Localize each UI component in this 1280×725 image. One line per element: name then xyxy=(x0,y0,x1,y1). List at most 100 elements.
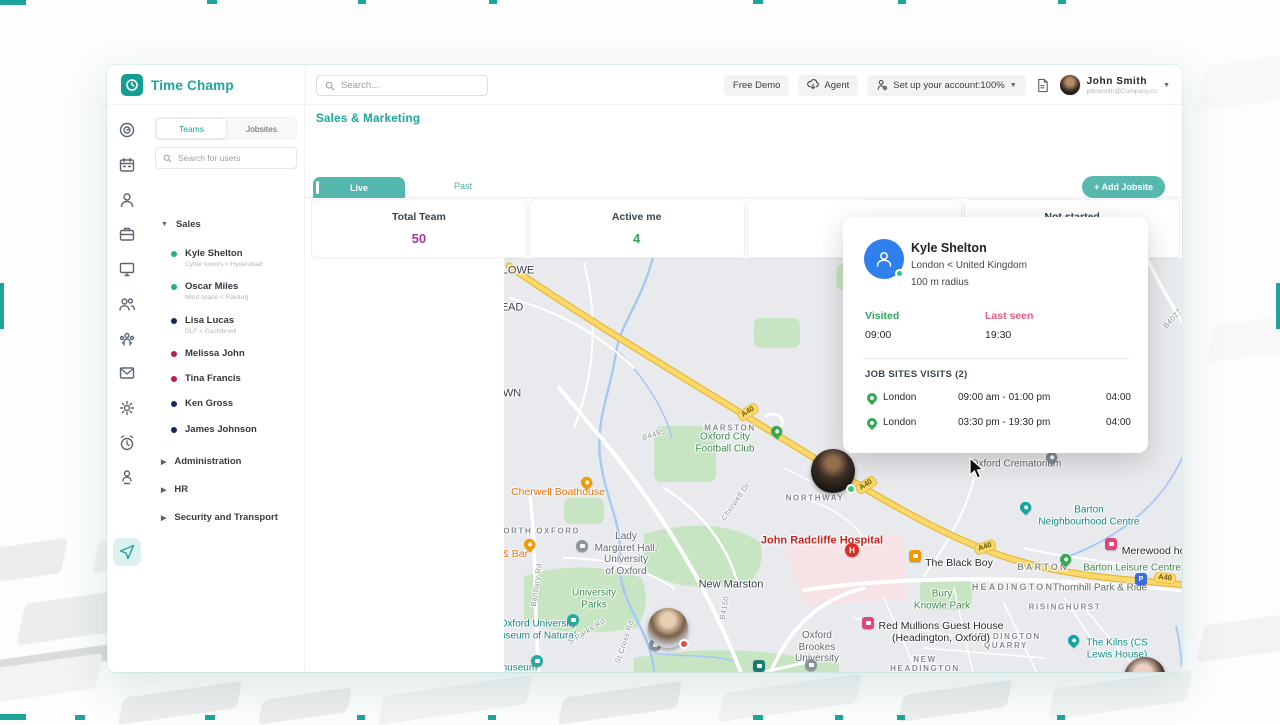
brand-name: Time Champ xyxy=(151,77,234,93)
status-dot xyxy=(171,318,177,324)
avatar xyxy=(1058,74,1081,96)
brand-logo[interactable]: Time Champ xyxy=(121,74,234,96)
user-email: johnsmith@Company.co xyxy=(1086,87,1158,95)
tab-live[interactable]: Live xyxy=(313,177,405,198)
popup-person-name: Kyle Shelton xyxy=(911,241,987,255)
map-person-marker[interactable] xyxy=(648,608,689,649)
offline-status-dot xyxy=(679,639,689,649)
chevron-down-icon: ▼ xyxy=(161,221,168,228)
setup-account-button[interactable]: Set up your account:100% ▼ xyxy=(867,74,1026,96)
job-site-visit-row[interactable]: London 03:30 pm - 19:30 pm 04:00 xyxy=(864,415,1131,432)
map-label: A40 xyxy=(1153,571,1177,585)
user-search-input[interactable]: Search for users xyxy=(155,147,297,169)
chevron-down-icon: ▼ xyxy=(1009,81,1017,89)
status-dot xyxy=(171,251,177,257)
map-label: MARSTON xyxy=(704,423,756,433)
map-pin-orange[interactable] xyxy=(521,536,541,557)
search-icon xyxy=(325,81,335,91)
calendar-icon[interactable] xyxy=(118,156,136,174)
map-label: EAD xyxy=(504,301,524,314)
map-label: St Cross Rd xyxy=(613,619,636,665)
map-label: A40 xyxy=(853,474,879,496)
map-pin-hotel[interactable] xyxy=(862,617,880,635)
map-label: Banbury Rd xyxy=(528,562,544,608)
settings-icon[interactable] xyxy=(118,399,136,417)
alarm-clock-icon[interactable] xyxy=(118,434,136,452)
free-demo-button[interactable]: Free Demo xyxy=(723,74,790,96)
map-label: B4150 xyxy=(717,595,731,621)
map-label: HEADINGTON xyxy=(971,581,1055,592)
map-label: Cherwell Boathouse xyxy=(511,485,605,498)
brand-logo-icon xyxy=(121,74,143,96)
user-icon[interactable] xyxy=(118,191,136,209)
add-jobsite-button[interactable]: + Add Jobsite xyxy=(1082,176,1165,198)
map-label: Merewood house . xyxy=(1121,544,1182,557)
active-nav-highlight xyxy=(113,538,141,566)
map-label: A40 xyxy=(735,401,761,423)
mouse-cursor xyxy=(969,457,985,479)
app-header: Time Champ Search... Free Demo Agent Set… xyxy=(107,65,1182,105)
map-pin-tealc[interactable] xyxy=(531,655,549,672)
monitor-icon[interactable] xyxy=(118,260,136,278)
team-member-row[interactable]: Oscar Miles Mind space < Raidurg xyxy=(171,281,248,301)
map-pin-bldg[interactable] xyxy=(753,660,771,672)
map-pin-grad[interactable] xyxy=(576,540,594,558)
map-pin-green[interactable] xyxy=(1057,551,1077,572)
map-pin-parkride[interactable]: P xyxy=(1135,573,1153,591)
map-pin-hotel[interactable] xyxy=(1105,538,1123,556)
briefcase-icon[interactable] xyxy=(118,225,136,243)
job-sites-title: JOB SITES VISITS (2) xyxy=(865,369,968,380)
map-pin-teal[interactable] xyxy=(1065,632,1085,653)
team-member-row[interactable]: Lisa Lucas DLF < Gachibowli xyxy=(171,315,236,335)
users-icon[interactable] xyxy=(118,295,136,313)
chevron-right-icon: ▶ xyxy=(161,514,167,522)
person-pin-icon[interactable] xyxy=(118,468,136,486)
user-menu[interactable]: John Smith johnsmith@Company.co ▼ xyxy=(1058,74,1170,96)
job-site-visit-row[interactable]: London 09:00 am - 01:00 pm 04:00 xyxy=(864,390,1131,407)
map-pin-teal[interactable] xyxy=(1017,499,1037,520)
map-pin-hosp[interactable]: H xyxy=(845,543,866,564)
map-person-marker-kyle[interactable] xyxy=(811,449,856,494)
map-label: The Kilns (CS Lewis House) xyxy=(1086,637,1148,661)
map-person-marker[interactable] xyxy=(1124,657,1166,672)
panel-tabs: Teams Jobsites xyxy=(155,117,297,140)
group-sales[interactable]: ▼ Sales xyxy=(161,219,201,230)
chevron-down-icon: ▼ xyxy=(1163,81,1170,89)
map-label: Oxford Crematorium xyxy=(970,458,1062,470)
team-icon[interactable] xyxy=(118,330,136,348)
team-member-row[interactable]: James Johnson xyxy=(171,424,257,435)
document-icon[interactable] xyxy=(1035,78,1050,93)
map-label: Bury Knowle Park xyxy=(913,588,971,612)
team-member-row[interactable]: Ken Gross xyxy=(171,398,233,409)
location-nav-icon[interactable] xyxy=(118,543,136,561)
teams-panel: Teams Jobsites Search for users ▼ Sales … xyxy=(147,105,305,672)
status-dot xyxy=(171,401,177,407)
mail-icon[interactable] xyxy=(118,364,136,382)
map-pin-gray[interactable] xyxy=(1043,449,1063,470)
dashboard-icon[interactable] xyxy=(118,121,136,139)
agent-download-button[interactable]: Agent xyxy=(798,74,859,96)
map-pin-tealc[interactable] xyxy=(567,614,585,632)
map-pin-orange[interactable] xyxy=(578,474,598,495)
search-placeholder: Search... xyxy=(341,80,380,91)
map-label: A40 xyxy=(973,538,997,556)
map-label: Barton Leisure Centre xyxy=(1083,562,1181,574)
map-pin-grad[interactable] xyxy=(805,659,823,672)
group-hr[interactable]: ▶ HR xyxy=(161,484,189,495)
tab-teams[interactable]: Teams xyxy=(156,118,227,139)
tab-past[interactable]: Past xyxy=(453,181,472,191)
group-security-transport[interactable]: ▶ Security and Transport xyxy=(161,512,278,523)
map-label: Red Mullions Guest House (Headington, Ox… xyxy=(878,619,1004,644)
team-member-row[interactable]: Melissa John xyxy=(171,348,245,359)
group-administration[interactable]: ▶ Administration xyxy=(161,456,242,467)
tab-jobsites[interactable]: Jobsites xyxy=(245,123,278,134)
team-member-row[interactable]: Kyle Shelton Cyber towers < Hyderabad xyxy=(171,248,263,268)
main-content: Sales & Marketing Live Past + Add Jobsit… xyxy=(305,105,1182,672)
map-pin-cup[interactable] xyxy=(909,550,927,568)
map-pin-green[interactable] xyxy=(768,423,788,444)
team-member-row[interactable]: Tina Francis xyxy=(171,373,241,384)
popup-avatar xyxy=(864,239,904,279)
global-search-input[interactable]: Search... xyxy=(316,75,488,96)
map-label: Thornhill Park & Ride xyxy=(1052,582,1148,594)
map-label: John Radcliffe Hospital xyxy=(760,534,884,547)
